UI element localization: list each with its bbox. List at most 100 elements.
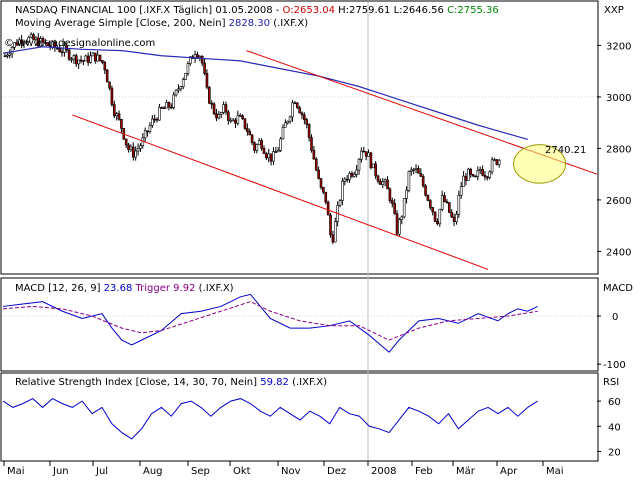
candle-up — [186, 63, 190, 74]
candle-down — [196, 54, 199, 58]
candle-down — [445, 201, 449, 203]
candle-up — [402, 198, 406, 218]
candle-down — [295, 102, 299, 108]
candle-down — [390, 200, 394, 204]
candle-down — [82, 60, 85, 62]
candle-up — [476, 170, 480, 177]
candle-down — [260, 140, 263, 149]
candle-down — [364, 151, 368, 157]
candle-up — [70, 58, 73, 61]
candle-down — [317, 169, 320, 179]
candle-up — [184, 73, 187, 80]
candle-up — [129, 146, 133, 151]
candle-up — [219, 112, 223, 115]
candle-up — [267, 153, 271, 159]
candle-down — [329, 214, 332, 236]
candle-down — [312, 150, 316, 160]
candle-up — [455, 213, 458, 222]
candle-up — [231, 119, 235, 122]
candle-up — [462, 175, 465, 187]
candle-down — [393, 203, 396, 214]
candle-up — [10, 47, 14, 55]
candle-up — [6, 54, 9, 57]
price-scale-label: XXP — [604, 5, 624, 16]
candle-down — [101, 60, 104, 63]
macd-trigger-line — [2, 301, 538, 341]
candle-down — [452, 216, 456, 222]
candle-down — [448, 202, 451, 213]
candle-up — [343, 178, 347, 182]
candle-down — [58, 48, 61, 53]
candle-down — [274, 151, 278, 153]
candle-down — [234, 119, 237, 124]
price-ytick-label: 2800 — [606, 144, 631, 155]
macd-line — [2, 293, 538, 353]
candle-up — [217, 114, 221, 119]
candle-down — [324, 191, 328, 203]
candle-down — [331, 234, 335, 243]
candle-down — [293, 102, 297, 105]
candle-down — [103, 62, 107, 71]
candle-down — [310, 137, 313, 151]
price-panel-frame — [0, 0, 599, 275]
x-tick-label: Dez — [327, 466, 346, 477]
candle-down — [170, 106, 173, 109]
price-ytick-label: 2600 — [606, 196, 631, 207]
candle-up — [8, 53, 12, 56]
candle-up — [165, 102, 168, 109]
candle-down — [162, 107, 166, 110]
candle-up — [22, 41, 26, 44]
candle-up — [291, 102, 294, 118]
candle-up — [77, 59, 80, 65]
candle-up — [17, 39, 21, 46]
candle-down — [388, 188, 392, 201]
candle-down — [120, 118, 123, 129]
candle-up — [405, 190, 408, 199]
candle-down — [386, 179, 389, 190]
candle-down — [127, 144, 130, 151]
candle-down — [433, 211, 437, 222]
candle-down — [421, 176, 425, 187]
trend-line — [72, 114, 489, 270]
candle-down — [319, 178, 323, 188]
candle-down — [429, 200, 432, 208]
candle-down — [314, 158, 318, 171]
candle-down — [117, 113, 121, 120]
candle-up — [281, 127, 285, 140]
candle-up — [286, 120, 290, 124]
candle-up — [333, 221, 337, 243]
candle-down — [32, 34, 35, 40]
candle-down — [212, 103, 216, 114]
candle-up — [72, 55, 76, 60]
rsi-ytick-label: 20 — [608, 447, 621, 458]
candle-up — [39, 38, 42, 47]
candle-down — [250, 134, 254, 143]
candle-down — [67, 49, 71, 60]
candle-down — [450, 212, 453, 218]
candle-up — [490, 159, 494, 173]
candle-up — [284, 122, 287, 128]
candle-down — [208, 86, 211, 104]
candle-down — [307, 124, 311, 138]
candle-up — [398, 219, 401, 235]
price-ytick-label: 2400 — [606, 247, 631, 258]
candle-up — [139, 145, 142, 149]
price-header: NASDAQ FINANCIAL 100 [.IXF.X Täglich] 01… — [15, 5, 499, 16]
candle-up — [136, 148, 140, 152]
x-tick-label: Mai — [7, 466, 25, 477]
candle-up — [89, 55, 92, 63]
candle-down — [345, 178, 349, 181]
candle-down — [376, 175, 380, 182]
candle-up — [181, 79, 185, 87]
candle-down — [464, 175, 468, 181]
candle-up — [488, 171, 492, 178]
candle-up — [357, 158, 361, 171]
candle-up — [412, 169, 415, 171]
candle-up — [193, 54, 197, 59]
candle-up — [255, 144, 259, 151]
rsi-ytick-label: 60 — [608, 397, 621, 408]
candle-up — [400, 216, 404, 220]
x-tick-label: Okt — [233, 466, 251, 477]
candle-up — [276, 150, 280, 153]
candle-up — [91, 52, 95, 57]
